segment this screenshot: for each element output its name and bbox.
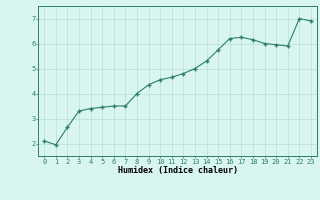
X-axis label: Humidex (Indice chaleur): Humidex (Indice chaleur): [118, 166, 238, 175]
